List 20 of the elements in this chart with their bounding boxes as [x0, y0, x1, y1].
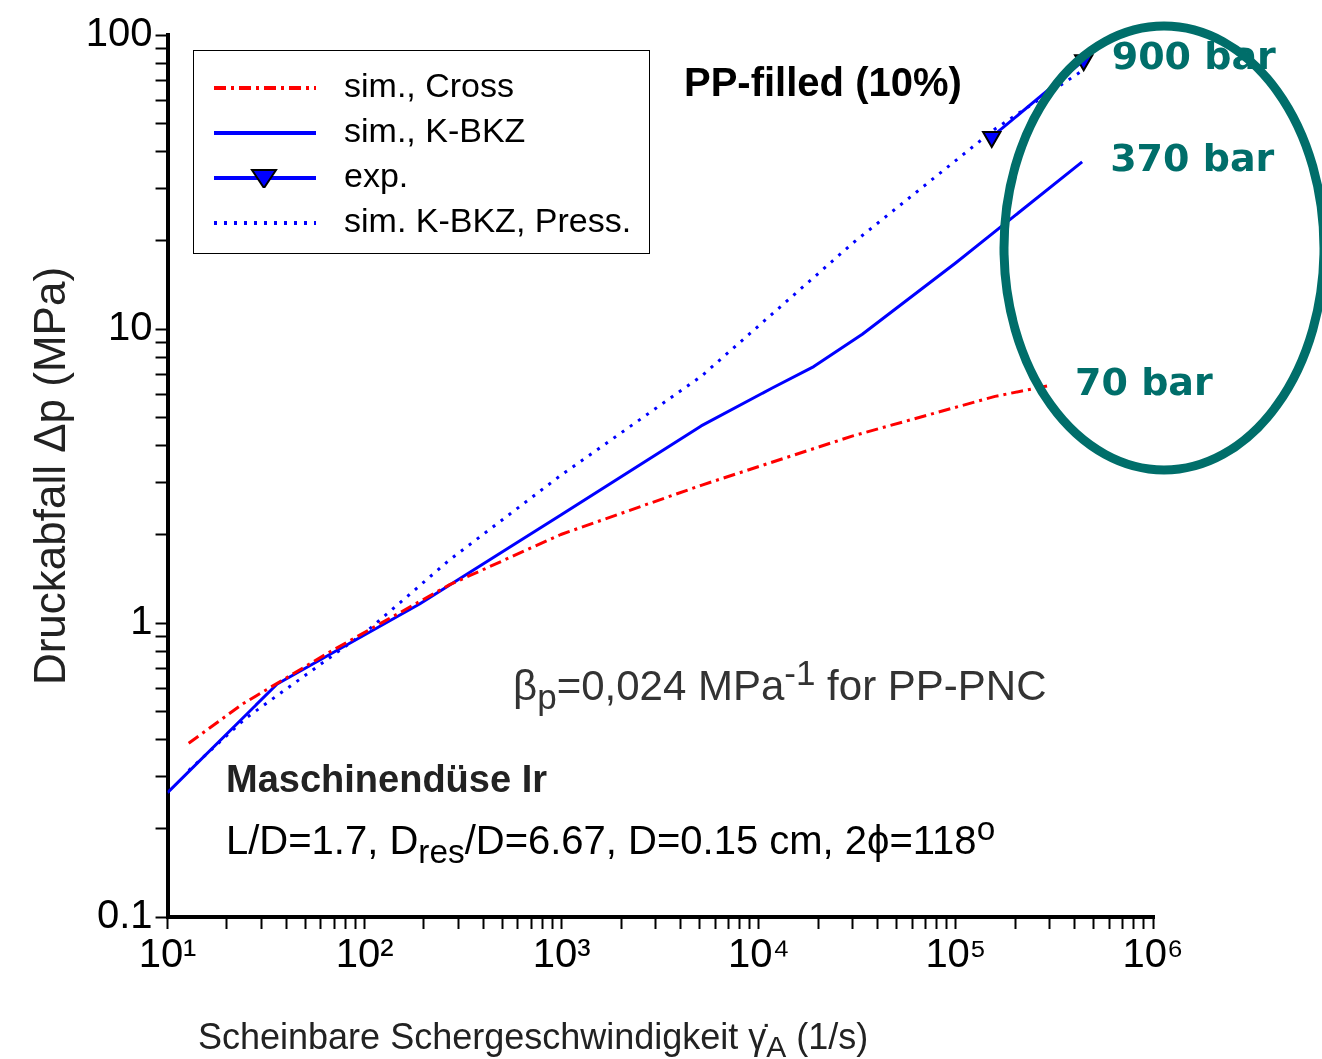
y-tick-label: 1 — [130, 598, 153, 643]
x-tick-label: 10² — [335, 931, 394, 976]
x-tick-label: 10⁶ — [1122, 931, 1184, 976]
y-tick-label: 10 — [108, 304, 153, 349]
annotation: Maschinendüse Ir — [226, 758, 547, 801]
x-axis-title: Scheinbare Schergeschwindigkeit γ̇$_{A}$ (1/s) — [198, 1016, 869, 1059]
text: PP-filled (10%) — [684, 60, 962, 105]
legend-label: sim., Cross — [343, 65, 515, 106]
annotation: β$_{p}$=0,024 MPa$^{-1}$ for PP-PNC — [513, 653, 1047, 718]
x-tick-label: 10⁵ — [925, 931, 987, 976]
x-tick-label: 10³ — [532, 931, 591, 976]
y-axis-title: Druckabfall Δp (MPa) — [24, 266, 74, 686]
annotation: 370 bar — [1110, 135, 1275, 180]
y-tick-label: 100 — [85, 10, 153, 55]
legend-label: sim., K-BKZ — [343, 110, 527, 151]
x-tick-label: 10⁴ — [727, 931, 790, 976]
annotation: L/D=1.7, D$_{res}$/D=6.67, D=0.15 cm, 2ϕ=118$^{o}$ — [226, 810, 996, 872]
legend-label: exp. — [343, 155, 410, 196]
annotation: 70 bar — [1075, 359, 1213, 404]
legend-label: sim. K-BKZ, Press. — [343, 200, 632, 241]
